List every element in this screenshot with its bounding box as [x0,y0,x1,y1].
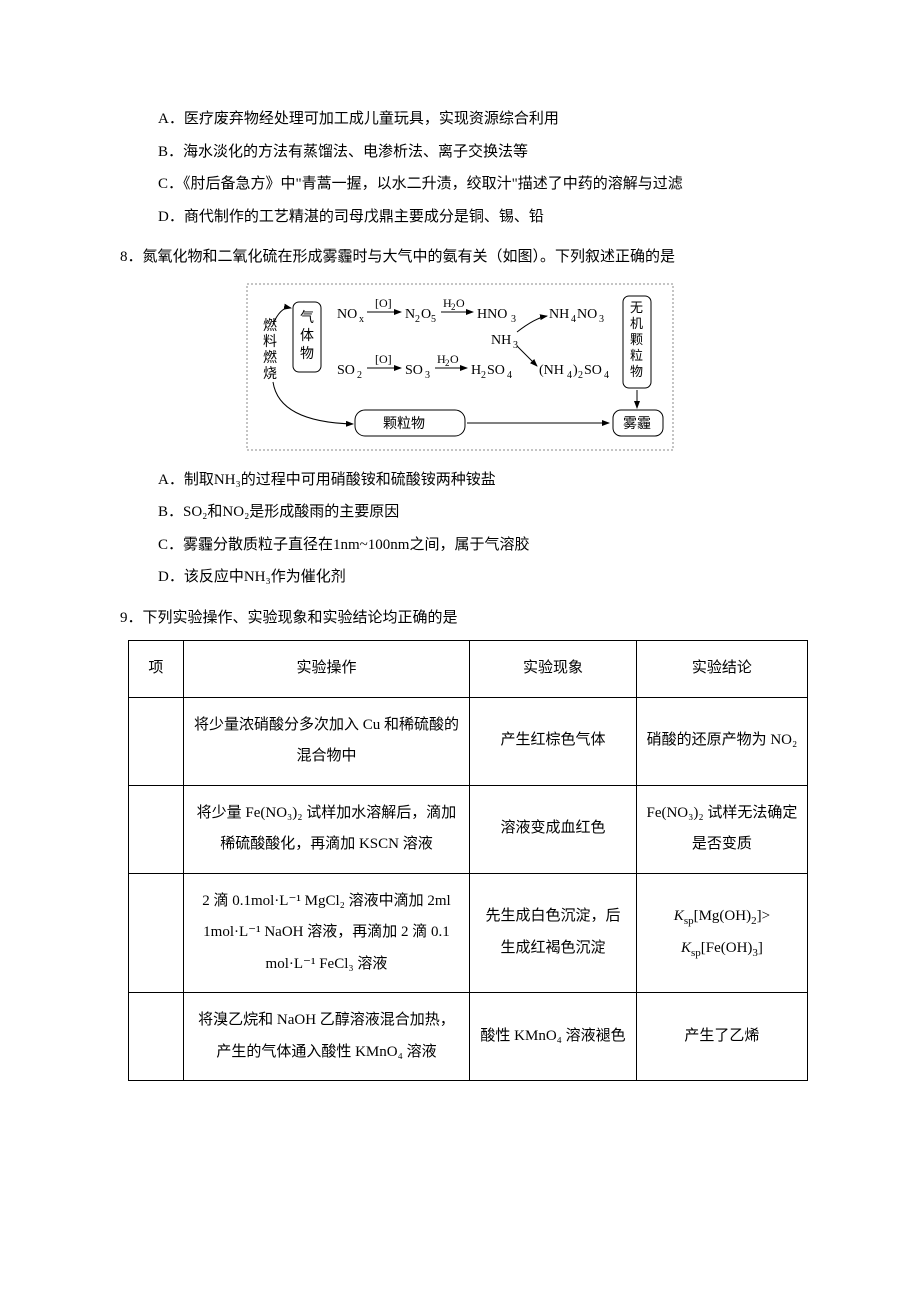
svg-text:4: 4 [571,314,576,325]
svg-text:SO: SO [487,363,505,378]
cell-phenomenon: 酸性 KMnO₄ 溶液褪色 [470,993,637,1081]
svg-text:(NH: (NH [539,363,564,378]
svg-text:2: 2 [445,358,450,368]
q8-option-b: B．SO₂和NO₂是形成酸雨的主要原因 [100,498,820,527]
svg-text:O: O [421,307,431,322]
row-label [129,873,184,993]
header-operation: 实验操作 [183,641,470,698]
q8-option-c: C．雾霾分散质粒子直径在1nm~100nm之间，属于气溶胶 [100,531,820,560]
svg-text:物: 物 [300,346,314,362]
cell-conclusion: Ksp[Mg(OH)2]>Ksp[Fe(OH)3] [636,873,807,993]
svg-text:2: 2 [481,370,486,381]
svg-text:4: 4 [507,370,512,381]
svg-text:颗粒物: 颗粒物 [383,416,425,432]
q7-option-c: C．《肘后备急方》中"青蒿一握，以水二升渍，绞取汁"描述了中药的溶解与过滤 [100,170,820,199]
q8-stem: 8．氮氧化物和二氧化硫在形成雾霾时与大气中的氨有关（如图）。下列叙述正确的是 [100,243,820,272]
row-label [129,785,184,873]
row-label [129,993,184,1081]
svg-text:2: 2 [357,370,362,381]
cell-operation: 将少量 Fe(NO₃)₂ 试样加水溶解后，滴加稀硫酸酸化，再滴加 KSCN 溶液 [183,785,470,873]
q8-option-a: A．制取NH₃的过程中可用硝酸铵和硫酸铵两种铵盐 [100,466,820,495]
row-label [129,697,184,785]
svg-text:2: 2 [451,302,456,312]
svg-text:燃: 燃 [263,349,277,366]
cell-operation: 将溴乙烷和 NaOH 乙醇溶液混合加热，产生的气体通入酸性 KMnO₄ 溶液 [183,993,470,1081]
svg-text:H: H [471,363,481,378]
q7-option-a: A．医疗废弃物经处理可加工成儿童玩具，实现资源综合利用 [100,105,820,134]
svg-text:SO: SO [405,363,423,378]
svg-text:无: 无 [630,300,643,315]
svg-text:O: O [450,352,459,366]
svg-text:3: 3 [599,314,604,325]
svg-text:2: 2 [415,314,420,325]
table-row: 将少量浓硝酸分多次加入 Cu 和稀硫酸的混合物中 产生红棕色气体 硝酸的还原产物… [129,697,808,785]
svg-text:N: N [405,307,415,322]
svg-text:机: 机 [630,316,643,331]
svg-text:SO: SO [337,363,355,378]
table-row: 将少量 Fe(NO₃)₂ 试样加水溶解后，滴加稀硫酸酸化，再滴加 KSCN 溶液… [129,785,808,873]
svg-text:物: 物 [630,364,643,379]
svg-text:5: 5 [431,314,436,325]
svg-text:2: 2 [578,370,583,381]
svg-text:NH: NH [491,333,511,348]
q9-table: 项 实验操作 实验现象 实验结论 将少量浓硝酸分多次加入 Cu 和稀硫酸的混合物… [128,640,808,1081]
cell-phenomenon: 产生红棕色气体 [470,697,637,785]
header-conclusion: 实验结论 [636,641,807,698]
cell-conclusion: 硝酸的还原产物为 NO₂ [636,697,807,785]
svg-text:粒: 粒 [630,348,643,363]
q8-diagram: 燃 料 燃 烧 气 体 物 NOx [O] N2O5 H2O HNO3 NH4N… [100,282,820,452]
cell-phenomenon: 先生成白色沉淀，后生成红褐色沉淀 [470,873,637,993]
svg-text:颗: 颗 [630,332,643,347]
svg-text:x: x [359,314,364,325]
svg-text:雾霾: 雾霾 [623,416,651,432]
svg-text:SO: SO [584,363,602,378]
header-item: 项 [129,641,184,698]
svg-text:3: 3 [425,370,430,381]
cell-operation: 2 滴 0.1mol·L⁻¹ MgCl₂ 溶液中滴加 2ml 1mol·L⁻¹ … [183,873,470,993]
svg-text:HNO: HNO [477,307,507,322]
svg-text:烧: 烧 [263,366,277,382]
svg-text:O: O [456,296,465,310]
header-phenomenon: 实验现象 [470,641,637,698]
table-row: 将溴乙烷和 NaOH 乙醇溶液混合加热，产生的气体通入酸性 KMnO₄ 溶液 酸… [129,993,808,1081]
q7-option-d: D．商代制作的工艺精湛的司母戊鼎主要成分是铜、锡、铅 [100,203,820,232]
table-row: 2 滴 0.1mol·L⁻¹ MgCl₂ 溶液中滴加 2ml 1mol·L⁻¹ … [129,873,808,993]
svg-text:NO: NO [577,307,597,322]
svg-text:[O]: [O] [375,352,392,366]
svg-text:[O]: [O] [375,296,392,310]
svg-text:3: 3 [513,340,518,351]
svg-text:4: 4 [567,370,572,381]
svg-text:气: 气 [300,310,314,326]
svg-text:体: 体 [300,328,314,344]
cell-phenomenon: 溶液变成血红色 [470,785,637,873]
svg-text:NH: NH [549,307,569,322]
q7-option-b: B．海水淡化的方法有蒸馏法、电渗析法、离子交换法等 [100,138,820,167]
svg-text:NO: NO [337,307,357,322]
q9-stem: 9．下列实验操作、实验现象和实验结论均正确的是 [100,604,820,633]
q8-option-d: D．该反应中NH₃作为催化剂 [100,563,820,592]
svg-text:料: 料 [263,334,277,350]
cell-operation: 将少量浓硝酸分多次加入 Cu 和稀硫酸的混合物中 [183,697,470,785]
svg-text:3: 3 [511,314,516,325]
table-header-row: 项 实验操作 实验现象 实验结论 [129,641,808,698]
svg-text:4: 4 [604,370,609,381]
cell-conclusion: 产生了乙烯 [636,993,807,1081]
cell-conclusion: Fe(NO₃)₂ 试样无法确定是否变质 [636,785,807,873]
